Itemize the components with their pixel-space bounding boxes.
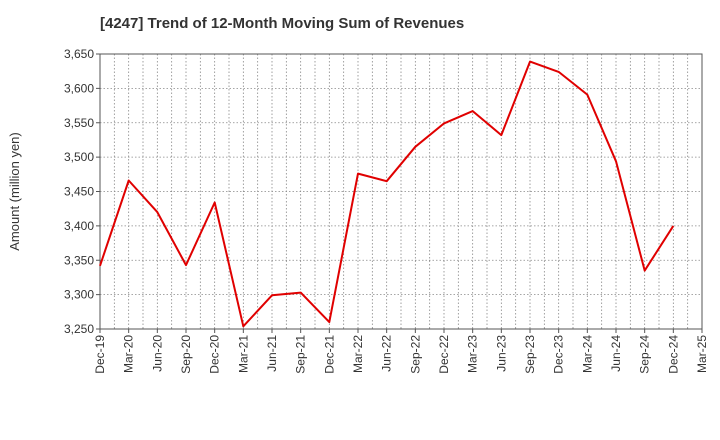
x-tick-label: Mar-22 [351, 335, 365, 373]
y-tick-label: 3,600 [64, 81, 94, 95]
x-tick-label: Dec-24 [666, 335, 680, 374]
x-tick-label: Sep-20 [179, 335, 193, 374]
x-tick-label: Sep-24 [638, 335, 652, 374]
x-tick-label: Mar-20 [122, 335, 136, 373]
x-tick-label: Jun-22 [380, 335, 394, 372]
x-tick-label: Sep-23 [523, 335, 537, 374]
y-tick-label: 3,350 [64, 253, 94, 267]
x-tick-label: Dec-23 [552, 335, 566, 374]
y-tick-label: 3,500 [64, 150, 94, 164]
y-axis-title: Amount (million yen) [7, 132, 22, 251]
y-tick-label: 3,650 [64, 47, 94, 61]
x-tick-label: Jun-21 [265, 335, 279, 372]
x-axis: Dec-19 Mar-20 Jun-20 Sep-20 Dec-20 Mar-21 Jun-… [93, 329, 709, 374]
grid [99, 53, 703, 330]
x-tick-label: Dec-22 [437, 335, 451, 374]
x-tick-label: Dec-20 [208, 335, 222, 374]
x-tick-label: Mar-24 [580, 335, 594, 373]
x-tick-label: Mar-25 [695, 335, 709, 373]
y-tick-label: 3,450 [64, 185, 94, 199]
y-tick-label: 3,300 [64, 288, 94, 302]
x-tick-label: Jun-24 [609, 335, 623, 372]
x-tick-label: Mar-21 [236, 335, 250, 373]
x-tick-label: Dec-19 [93, 335, 107, 374]
chart-title: [4247] Trend of 12-Month Moving Sum of R… [100, 15, 465, 32]
x-tick-label: Jun-23 [494, 335, 508, 372]
series [99, 60, 675, 328]
y-tick-label: 3,250 [64, 322, 94, 336]
x-tick-label: Jun-20 [150, 335, 164, 372]
x-tick-label: Sep-21 [294, 335, 308, 374]
x-tick-label: Sep-22 [408, 335, 422, 374]
y-tick-label: 3,550 [64, 116, 94, 130]
x-tick-label: Dec-21 [322, 335, 336, 374]
series-line [99, 60, 675, 328]
x-tick-label: Mar-23 [466, 335, 480, 373]
y-axis: 3,250 3,300 3,350 3,400 3,450 3,500 3,550 3,600… [64, 47, 100, 336]
y-tick-label: 3,400 [64, 219, 94, 233]
